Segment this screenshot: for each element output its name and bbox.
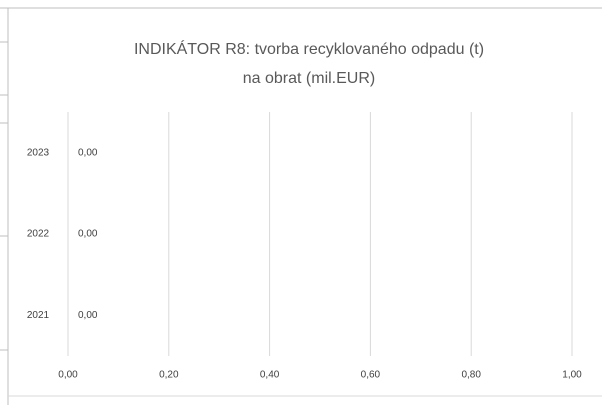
x-tick-label: 0,40 xyxy=(260,370,280,381)
x-tick-label: 1,00 xyxy=(562,370,582,381)
value-label: 0,00 xyxy=(78,229,98,240)
x-tick-label: 0,80 xyxy=(461,370,481,381)
x-tick-label: 0,60 xyxy=(361,370,381,381)
y-tick-label: 2023 xyxy=(27,147,50,158)
x-tick-label: 0,20 xyxy=(159,370,179,381)
y-tick-label: 2022 xyxy=(27,229,50,240)
chart-title: INDIKÁTOR R8: tvorba recyklovaného odpad… xyxy=(134,39,484,58)
value-label: 0,00 xyxy=(78,310,98,321)
y-tick-label: 2021 xyxy=(27,310,50,321)
x-tick-label: 0,00 xyxy=(58,370,78,381)
chart-title: na obrat (mil.EUR) xyxy=(243,70,375,87)
value-label: 0,00 xyxy=(78,147,98,158)
